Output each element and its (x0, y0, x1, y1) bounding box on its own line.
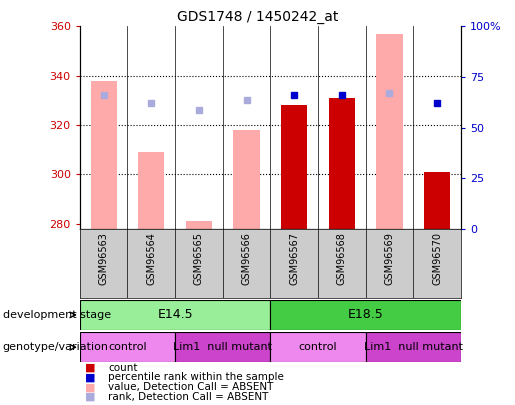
Text: control: control (299, 342, 337, 352)
Text: Lim1  null mutant: Lim1 null mutant (364, 342, 463, 352)
Text: GSM96570: GSM96570 (432, 232, 442, 285)
Text: percentile rank within the sample: percentile rank within the sample (108, 373, 284, 382)
Bar (80, 300, 270, 330)
Text: E14.5: E14.5 (157, 308, 193, 322)
Text: control: control (108, 342, 147, 352)
Text: GSM96569: GSM96569 (385, 232, 394, 285)
Text: development stage: development stage (3, 310, 111, 320)
Bar (270, 332, 366, 362)
Bar (91, 81, 117, 229)
Text: count: count (108, 363, 138, 373)
Text: E18.5: E18.5 (348, 308, 384, 322)
Bar (175, 332, 270, 362)
Bar (329, 98, 355, 229)
Text: ■: ■ (85, 392, 95, 402)
Bar (424, 172, 450, 229)
Bar (233, 130, 260, 229)
Text: GSM96567: GSM96567 (289, 232, 299, 285)
Bar (138, 152, 164, 229)
Text: GDS1748 / 1450242_at: GDS1748 / 1450242_at (177, 10, 338, 24)
Bar (366, 332, 461, 362)
Text: ■: ■ (85, 382, 95, 392)
Text: ■: ■ (85, 363, 95, 373)
Bar (281, 105, 307, 229)
Bar (80, 332, 175, 362)
Text: GSM96564: GSM96564 (146, 232, 156, 285)
Text: value, Detection Call = ABSENT: value, Detection Call = ABSENT (108, 382, 273, 392)
Text: GSM96566: GSM96566 (242, 232, 251, 285)
Bar (270, 300, 461, 330)
Bar (376, 34, 403, 229)
Text: genotype/variation: genotype/variation (3, 342, 109, 352)
Text: Lim1  null mutant: Lim1 null mutant (173, 342, 272, 352)
Text: GSM96565: GSM96565 (194, 232, 204, 285)
Text: ■: ■ (85, 373, 95, 382)
Text: GSM96568: GSM96568 (337, 232, 347, 285)
Text: GSM96563: GSM96563 (99, 232, 109, 285)
Text: rank, Detection Call = ABSENT: rank, Detection Call = ABSENT (108, 392, 268, 402)
Bar (186, 222, 212, 229)
